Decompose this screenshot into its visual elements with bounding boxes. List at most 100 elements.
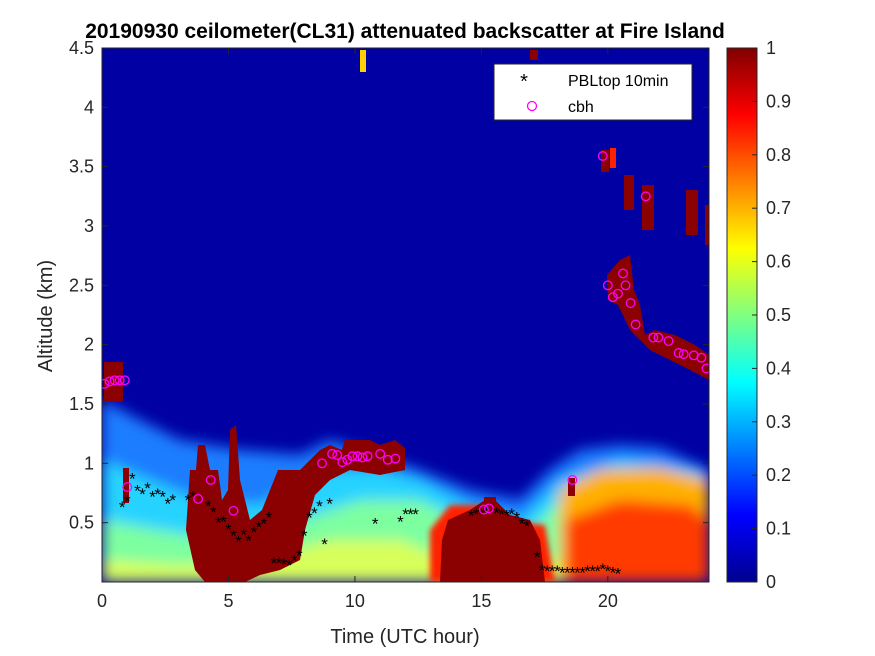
pbltop-point: * [245,531,252,550]
pbltop-point: * [261,515,268,534]
colorbar-tick-label: 0.9 [766,91,791,111]
cbh-point [701,363,709,374]
pbltop-point: * [574,563,581,582]
cbh-point [696,352,707,363]
pbltop-point: * [524,517,531,536]
cbh-point [337,457,348,468]
pbltop-point: * [149,487,156,506]
cbh-point [602,280,613,291]
x-tick-label: 15 [471,591,491,611]
pbltop-point: * [397,512,404,531]
y-tick-label: 4 [84,97,94,117]
colorbar-tick-label: 0.5 [766,305,791,325]
cbh-point [109,375,120,386]
pbltop-point: * [170,491,177,510]
pbltop-point: * [311,504,318,523]
cbh-point [630,319,641,330]
cbh-point [620,280,631,291]
pbltop-point: * [549,562,556,581]
y-axis: 0.5 1 1.5 2 2.5 3 3.5 4 4.5 [69,38,709,533]
backscatter-heatmap [102,48,709,582]
pbltop-point: * [478,505,485,524]
cbh-series [102,151,709,516]
y-tick-label: 2.5 [69,275,94,295]
pbltop-point: * [539,561,546,580]
pbltop-point: * [498,505,505,524]
x-tick-label: 10 [345,591,365,611]
colorbar-tick-label: 0.6 [766,252,791,272]
cbh-point [342,454,353,465]
pbltop-point: * [372,515,379,534]
cbh-point [228,505,239,516]
pbltop-point: * [402,505,409,524]
cbh-point [122,482,133,493]
cbh-point [390,453,401,464]
legend: * PBLtop 10min cbh [493,63,693,121]
dense-aerosol-cloud-cells [104,50,709,582]
colorbar: 0 0.1 0.2 0.3 0.4 0.5 0.6 0.7 0.8 0.9 1 [726,38,791,592]
colorbar-tick-label: 0.2 [766,465,791,485]
cbh-point [673,348,684,358]
pbltop-point: * [564,563,571,582]
pbltop-point: * [412,505,419,524]
pbltop-point: * [235,532,242,551]
cbh-point [119,375,130,386]
cbh-point [352,451,363,462]
cbh-point [332,450,343,460]
cbh-point [193,493,204,504]
pbltop-point: * [225,521,232,540]
pbltop-point: * [159,487,166,506]
y-tick-label: 4.5 [69,38,94,58]
pbltop-point: * [519,515,526,534]
cbh-point [382,454,393,465]
cbh-point [478,504,489,515]
pbltop-series: *********** ** ************************** *… [119,470,622,584]
y-tick-label: 0.5 [69,513,94,533]
cbh-point [205,474,216,485]
pbltop-point: * [407,505,414,524]
cbh-point [678,349,689,360]
pbltop-point: * [266,509,273,528]
legend-label-pbltop: PBLtop 10min [568,73,669,90]
pbltop-point: * [190,487,197,506]
pbltop-point: * [615,565,622,584]
cbh-point [607,292,618,303]
colorbar-tick-label: 0.1 [766,519,791,539]
pbltop-point: * [134,481,141,500]
legend-label-cbh: cbh [568,99,594,116]
pbltop-point: * [559,563,566,582]
pbltop-point: * [240,525,247,544]
pbltop-point: * [185,491,192,510]
pbltop-point: * [544,562,551,581]
pbltop-point: * [508,505,515,524]
pbltop-point: * [271,554,278,573]
y-tick-label: 2 [84,335,94,355]
pbltop-point: * [220,512,227,531]
x-tick-label: 0 [97,591,107,611]
cbh-point [375,448,386,459]
cbh-point [102,378,110,389]
pbltop-point: * [605,562,612,581]
y-tick-label: 1.5 [69,394,94,414]
pbltop-point: * [255,518,262,537]
pbltop-point: * [610,563,617,582]
pbltop-point: * [326,494,333,513]
cbh-point [613,288,623,299]
pbltop-point: * [281,555,288,574]
pbltop-point: * [513,509,520,528]
pbltop-point: * [594,562,601,581]
y-tick-label: 1 [84,453,94,473]
legend-box [493,63,693,121]
cbh-point [357,452,368,463]
colorbar-tick-label: 0.4 [766,358,791,378]
legend-circle-marker [526,100,538,112]
pbltop-point: * [569,563,576,582]
colorbar-tick-label: 0.3 [766,412,791,432]
cbh-point [327,448,338,459]
cbh-point [663,336,674,347]
colorbar-tick-label: 0.8 [766,145,791,165]
x-tick-label: 5 [223,591,233,611]
pbltop-point: * [250,523,257,542]
cbh-point [648,332,659,343]
